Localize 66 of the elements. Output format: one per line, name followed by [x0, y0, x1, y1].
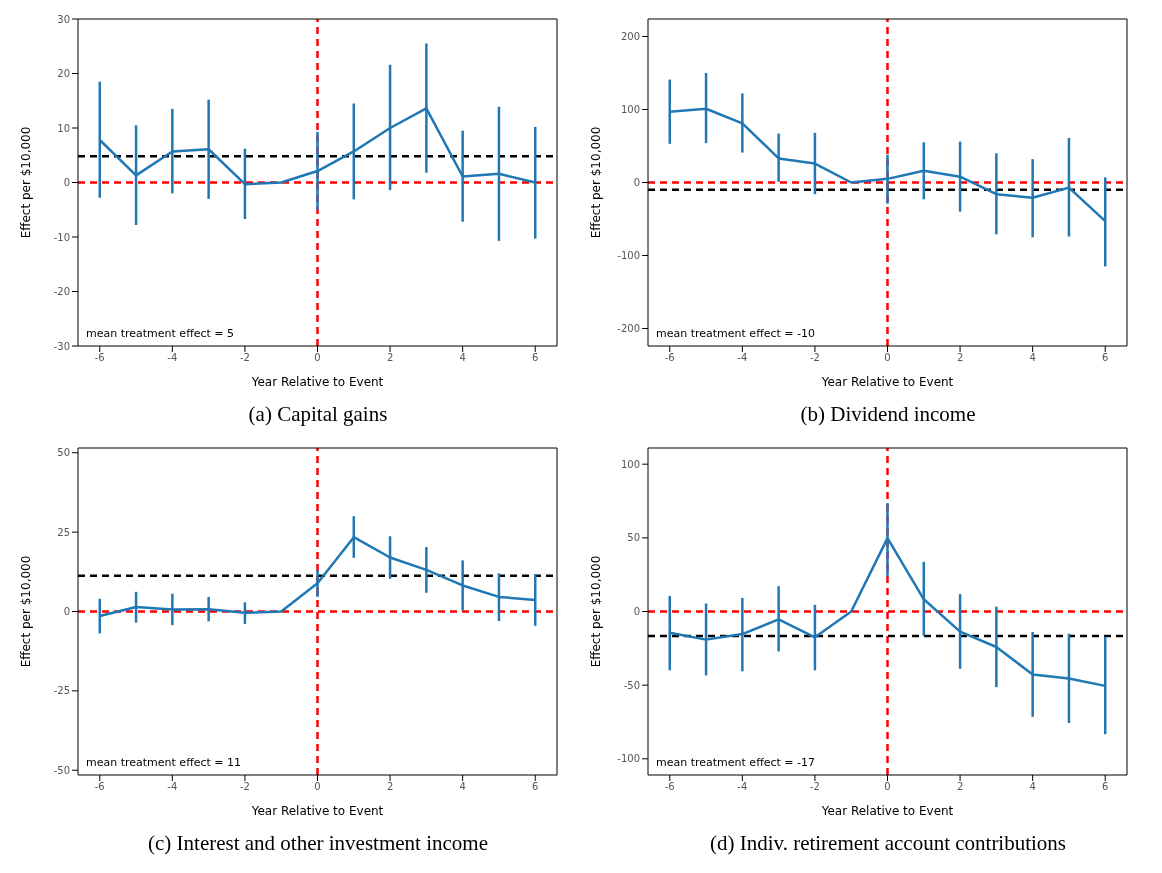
y-axis-title: Effect per $10,000	[589, 126, 604, 239]
x-axis-title: Year Relative to Event	[820, 804, 954, 818]
x-tick-label: -2	[239, 781, 250, 793]
y-tick-label: -50	[623, 679, 640, 691]
y-tick-label: 50	[627, 532, 640, 544]
text: (d) Indiv. retirement account contributions	[708, 831, 1068, 856]
annotation: mean treatment effect = -10	[656, 327, 816, 340]
x-tick-label: 0	[884, 352, 891, 364]
x-tick-label: 6	[1102, 352, 1109, 364]
x-tick-label: -4	[737, 781, 748, 793]
x-tick-label: 6	[532, 781, 539, 793]
y-tick-label: -30	[53, 340, 70, 352]
x-tick-label: 2	[386, 352, 394, 364]
y-tick-label: 50	[57, 447, 70, 459]
x-tick-label: -6	[664, 352, 675, 364]
annotation: mean treatment effect = 11	[86, 756, 242, 769]
y-tick-label: -200	[617, 323, 640, 335]
annotation: mean treatment effect = -17	[656, 756, 816, 769]
x-tick-label: -4	[167, 352, 178, 364]
y-axis-title: Effect per $10,000	[19, 126, 34, 239]
x-axis-title: Year Relative to Event	[820, 375, 954, 389]
x-tick-label: 4	[459, 781, 466, 793]
y-tick-label: 100	[620, 104, 640, 116]
text: (c) Interest and other investment income	[147, 831, 489, 856]
x-tick-label: 0	[314, 352, 321, 364]
text: (b) Dividend income	[799, 402, 977, 427]
annotation: mean treatment effect = 5	[86, 327, 235, 340]
y-tick-label: 0	[633, 177, 640, 189]
x-tick-label: 4	[1029, 781, 1036, 793]
x-tick-label: -2	[809, 781, 820, 793]
x-axis-title: Year Relative to Event	[250, 804, 384, 818]
y-tick-label: 30	[57, 13, 70, 25]
x-tick-label: 4	[459, 352, 466, 364]
y-tick-label: 0	[63, 606, 70, 618]
x-tick-label: -2	[239, 352, 250, 364]
x-tick-label: 6	[532, 352, 539, 364]
x-axis-title: Year Relative to Event	[250, 375, 384, 389]
y-tick-label: 25	[57, 526, 70, 538]
text: (a) Capital gains	[247, 402, 389, 427]
x-tick-label: 4	[1029, 352, 1036, 364]
y-axis-title: Effect per $10,000	[19, 555, 34, 668]
x-tick-label: 2	[956, 352, 964, 364]
y-tick-label: 0	[63, 177, 70, 189]
y-tick-label: 200	[620, 31, 640, 43]
x-tick-label: -6	[94, 781, 105, 793]
y-tick-label: -10	[53, 231, 70, 243]
x-tick-label: 2	[956, 781, 964, 793]
y-tick-label: -100	[617, 753, 640, 765]
x-tick-label: 6	[1102, 781, 1109, 793]
y-tick-label: 10	[57, 122, 70, 134]
y-tick-label: 20	[57, 68, 70, 80]
x-tick-label: -4	[737, 352, 748, 364]
y-tick-label: 100	[620, 458, 640, 470]
y-tick-label: -50	[53, 764, 70, 776]
x-tick-label: 2	[386, 781, 394, 793]
x-tick-label: -6	[664, 781, 675, 793]
x-tick-label: 0	[314, 781, 321, 793]
x-tick-label: 0	[884, 781, 891, 793]
y-tick-label: -100	[617, 250, 640, 262]
y-tick-label: -20	[53, 286, 70, 298]
x-tick-label: -2	[809, 352, 820, 364]
y-tick-label: -25	[53, 685, 70, 697]
x-tick-label: -4	[167, 781, 178, 793]
y-tick-label: 0	[633, 606, 640, 618]
x-tick-label: -6	[94, 352, 105, 364]
y-axis-title: Effect per $10,000	[589, 555, 604, 668]
